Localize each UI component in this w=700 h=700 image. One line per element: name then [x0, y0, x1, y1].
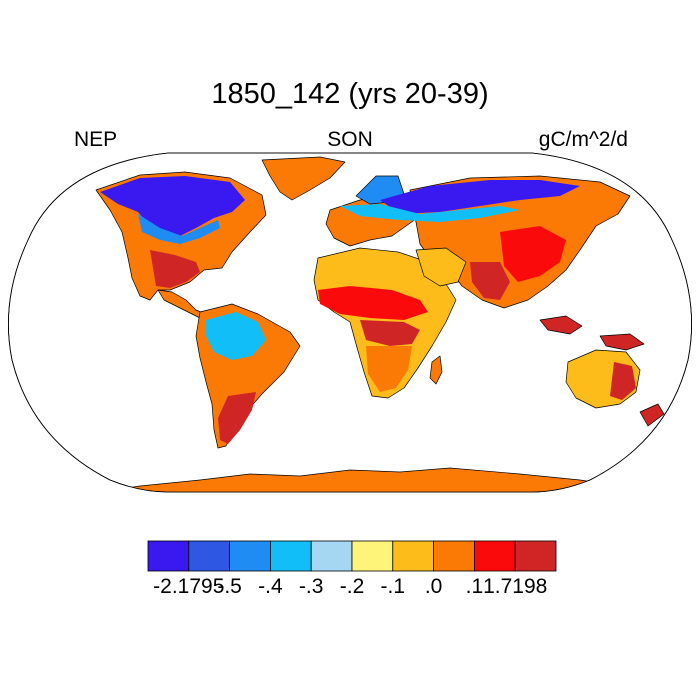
- colorbar-label: .0: [424, 575, 443, 598]
- north-america-south: [150, 250, 200, 288]
- colorbar: [147, 540, 557, 572]
- colorbar-label: -2.1795: [153, 575, 225, 598]
- south-asia-region: [470, 262, 510, 300]
- colorbar-swatch-6: [392, 540, 435, 572]
- colorbar-label: -.3: [298, 575, 324, 598]
- north-america-boreal: [100, 176, 245, 236]
- colorbar-swatch-2: [229, 540, 271, 572]
- colorbar-swatch-1: [188, 540, 230, 572]
- colorbar-swatch-3: [270, 540, 312, 572]
- middle-east: [415, 247, 467, 287]
- colorbar-label: -.5: [217, 575, 242, 598]
- central-africa: [360, 320, 420, 346]
- map-frame: [8, 152, 692, 493]
- sahel-band: [318, 286, 428, 320]
- new-guinea: [599, 333, 645, 351]
- units-label: gC/m^2/d: [538, 128, 628, 151]
- north-america-transition: [138, 214, 220, 244]
- colorbar-label: .1: [465, 575, 484, 598]
- colorbar-label: -.2: [339, 575, 365, 598]
- southern-africa: [366, 346, 412, 392]
- greenland: [261, 156, 346, 201]
- colorbar-swatch-4: [310, 540, 353, 572]
- patagonia-region: [218, 392, 256, 444]
- east-australia: [610, 362, 636, 400]
- new-zealand: [639, 403, 665, 427]
- southeast-asia-islands: [539, 315, 583, 335]
- siberia-region: [380, 180, 580, 214]
- colorbar-swatch-8: [473, 540, 516, 572]
- colorbar-swatch-7: [433, 540, 475, 572]
- siberia-transition: [340, 204, 520, 222]
- season-label: SON: [327, 128, 373, 151]
- east-asia-region: [500, 226, 566, 282]
- amazon-region: [206, 312, 266, 360]
- colorbar-swatch-5: [351, 540, 394, 572]
- colorbar-swatch-9: [514, 540, 557, 572]
- madagascar: [429, 355, 443, 385]
- plot-title: 1850_142 (yrs 20-39): [211, 78, 489, 110]
- variable-label: NEP: [74, 128, 118, 151]
- colorbar-swatch-0: [147, 540, 190, 572]
- colorbar-label: -.1: [380, 575, 406, 598]
- colorbar-label: -.4: [258, 575, 283, 598]
- antarctica: [79, 467, 621, 492]
- colorbar-label: 1.7198: [483, 575, 548, 598]
